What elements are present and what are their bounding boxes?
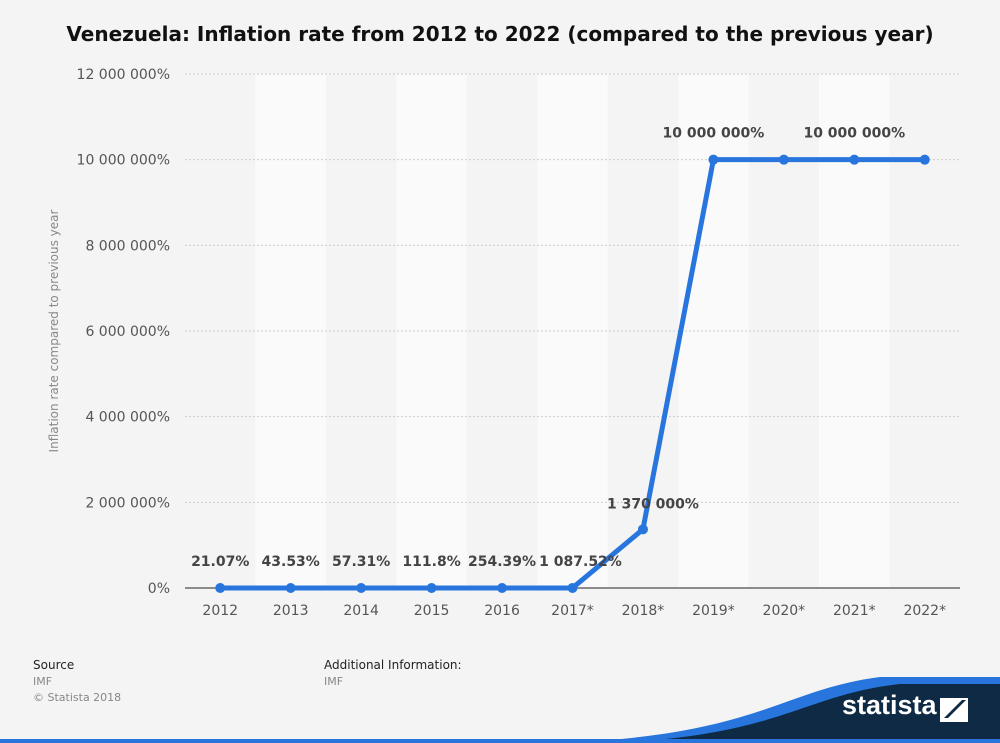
x-tick-label: 2018* [622,603,665,619]
data-point [356,582,367,593]
x-tick-label: 2019* [692,603,735,619]
data-point [637,524,648,535]
data-label: 10 000 000% [663,126,765,142]
data-point [708,154,719,165]
data-label: 57.31% [332,554,390,570]
x-tick-label: 2022* [903,603,946,619]
data-label: 1 370 000% [607,496,699,512]
data-point [849,154,860,165]
copyright: © Statista 2018 [33,691,122,704]
x-tick-label: 2021* [833,603,876,619]
x-tick-label: 2015 [414,603,450,619]
data-label: 1 087.52% [539,554,622,570]
x-tick-label: 2017* [551,603,594,619]
additional-info-label: Additional Information: [324,658,462,672]
statista-logo-text: statista [842,690,937,720]
data-point [919,154,930,165]
y-tick-label: 10 000 000% [77,153,170,169]
line-chart: 0% 2 000 000% 4 000 000% 6 000 000% 8 000 00… [47,67,960,619]
y-tick-label: 8 000 000% [85,238,170,254]
data-point [426,582,437,593]
data-label: 111.8% [402,554,460,570]
y-tick-label: 12 000 000% [77,67,170,83]
source-value: IMF [33,675,53,688]
y-axis-label: Inflation rate compared to previous year [47,209,61,452]
data-label: 254.39% [468,554,536,570]
data-label: 10 000 000% [803,126,905,142]
y-tick-label: 6 000 000% [85,324,170,340]
x-tick-label: 2014 [343,603,379,619]
data-point [567,582,578,593]
column-band [396,74,467,588]
data-point [497,582,508,593]
data-label: 43.53% [262,554,320,570]
x-tick-label: 2012 [202,603,238,619]
data-label: 21.07% [191,554,249,570]
x-tick-label: 2013 [273,603,309,619]
source-label: Source [33,658,75,672]
y-tick-label: 4 000 000% [85,410,170,426]
x-tick-label: 2016 [484,603,520,619]
data-point [215,582,226,593]
data-point [778,154,789,165]
x-tick-label: 2020* [763,603,806,619]
additional-info-value: IMF [324,675,344,688]
y-tick-label: 2 000 000% [85,495,170,511]
data-point [285,582,296,593]
chart-title: Venezuela: Inflation rate from 2012 to 2… [66,22,934,46]
y-tick-label: 0% [148,581,170,597]
